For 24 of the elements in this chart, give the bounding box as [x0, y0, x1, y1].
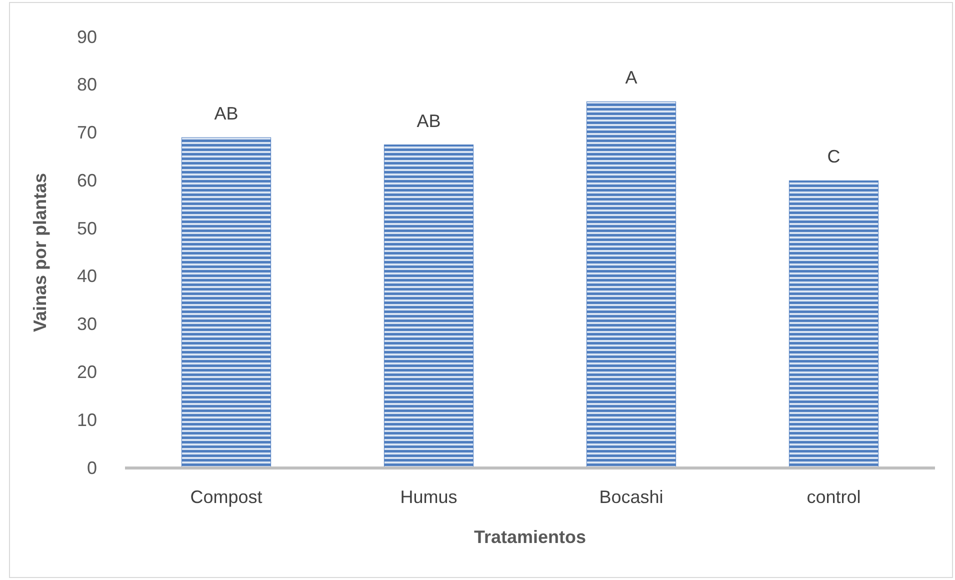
bar — [788, 180, 879, 468]
annotation: AB — [416, 110, 441, 131]
annotation: AB — [214, 104, 238, 124]
y-tick-label: 80 — [76, 74, 97, 95]
bar — [586, 101, 676, 468]
y-tick-label: 90 — [76, 26, 97, 47]
y-tick-label: 60 — [76, 170, 97, 190]
y-tick-label: 30 — [76, 314, 97, 334]
x-axis-title: Tratamientos — [474, 527, 586, 547]
x-tick-label: Humus — [400, 486, 458, 507]
y-tick-label: 20 — [76, 362, 97, 382]
y-tick-label: 0 — [86, 458, 97, 478]
annotation: A — [625, 68, 638, 88]
y-tick-label: 40 — [76, 266, 97, 286]
x-tick-label: Bocashi — [599, 486, 664, 507]
y-tick-label: 70 — [76, 122, 97, 143]
y-axis-title: Vainas por plantas — [30, 172, 50, 332]
x-tick-label: Compost — [190, 486, 262, 507]
y-tick-label: 50 — [76, 218, 97, 238]
bar — [384, 144, 474, 468]
bar — [181, 137, 272, 468]
x-tick-label: control — [806, 486, 861, 507]
annotation: C — [827, 146, 840, 167]
y-tick-label: 10 — [76, 410, 97, 430]
